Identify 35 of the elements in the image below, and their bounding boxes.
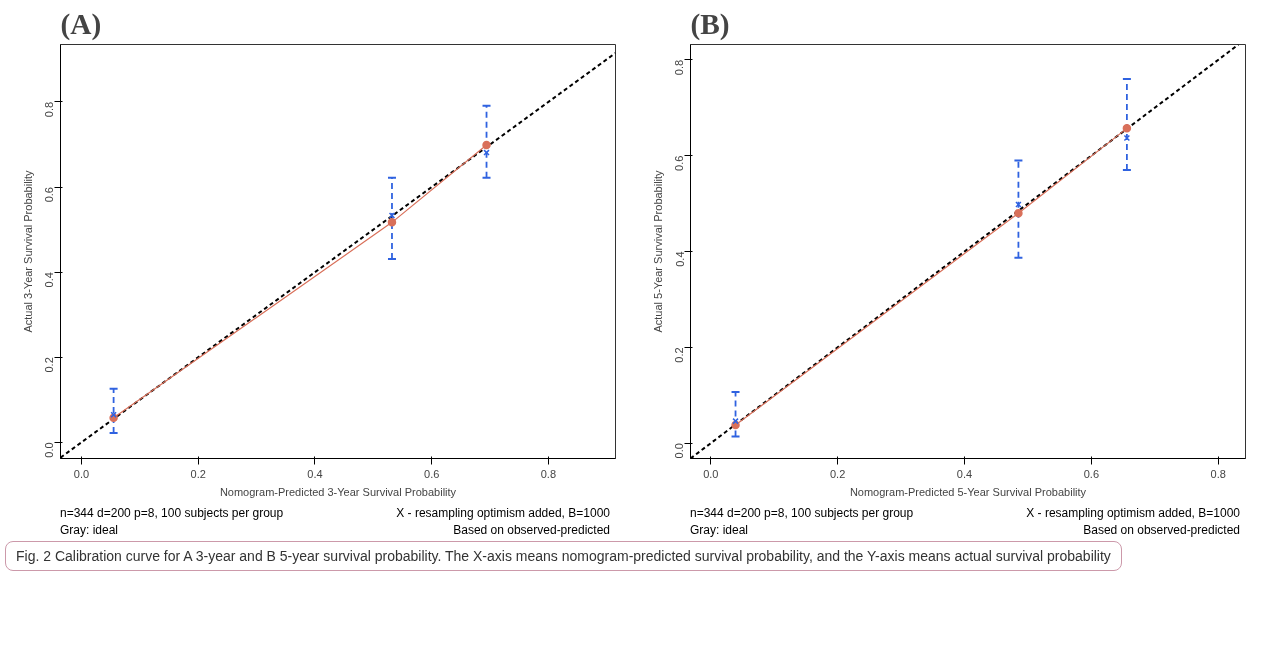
text: n=344 d=200 p=8, 100 subjects per group [60,506,284,520]
x-tick-label: 0.8 [1210,467,1226,480]
x-tick-label: 0.4 [307,467,323,480]
x-axis-title: Nomogram-Predicted 3-Year Survival Probability [219,485,457,498]
chart-title: (A) [60,7,102,41]
x-tick-label: 0.2 [830,467,846,480]
text: n=344 d=200 p=8, 100 subjects per group [690,506,914,520]
y-tick-label: 0.4 [673,251,686,267]
y-tick-label: 0.6 [43,187,56,203]
y-tick-label: 0.2 [43,357,56,373]
text: Based on observed-predicted [1083,523,1240,538]
x-axis-title: Nomogram-Predicted 5-Year Survival Probability [849,485,1087,498]
x-tick-label: 0.0 [703,467,719,480]
y-tick-label: 0.8 [43,101,56,118]
y-tick-label: 0.4 [43,272,56,288]
y-axis-title: Actual 5-Year Survival Probability [651,169,664,333]
text: X - resampling optimism added, B=1000 [1026,506,1240,520]
y-tick-label: 0.6 [673,155,686,171]
text: Gray: ideal [60,523,119,538]
text: Based on observed-predicted [453,523,610,538]
y-tick-label: 0.0 [673,443,686,459]
caption: Fig. 2 Calibration curve for A 3-year and B 5-year survival probability. The X-axis means nomogram-predicted survival probability, and the Y-axis means actual survival probability [5,541,1122,571]
x-tick-label: 0.6 [1083,467,1100,480]
chart-title: (B) [690,7,730,41]
text: Gray: ideal [690,523,749,538]
x-tick-label: 0.8 [540,467,557,480]
y-tick-label: 0.2 [673,347,686,363]
x-tick-label: 0.2 [190,467,206,480]
x-tick-label: 0.4 [956,467,973,480]
x-tick-label: 0.0 [73,467,90,480]
y-axis-title: Actual 3-Year Survival Probability [21,169,34,333]
y-tick-label: 0.8 [673,59,686,76]
text: X - resampling optimism added, B=1000 [396,506,610,520]
x-tick-label: 0.6 [424,467,440,480]
y-tick-label: 0.0 [43,442,56,458]
